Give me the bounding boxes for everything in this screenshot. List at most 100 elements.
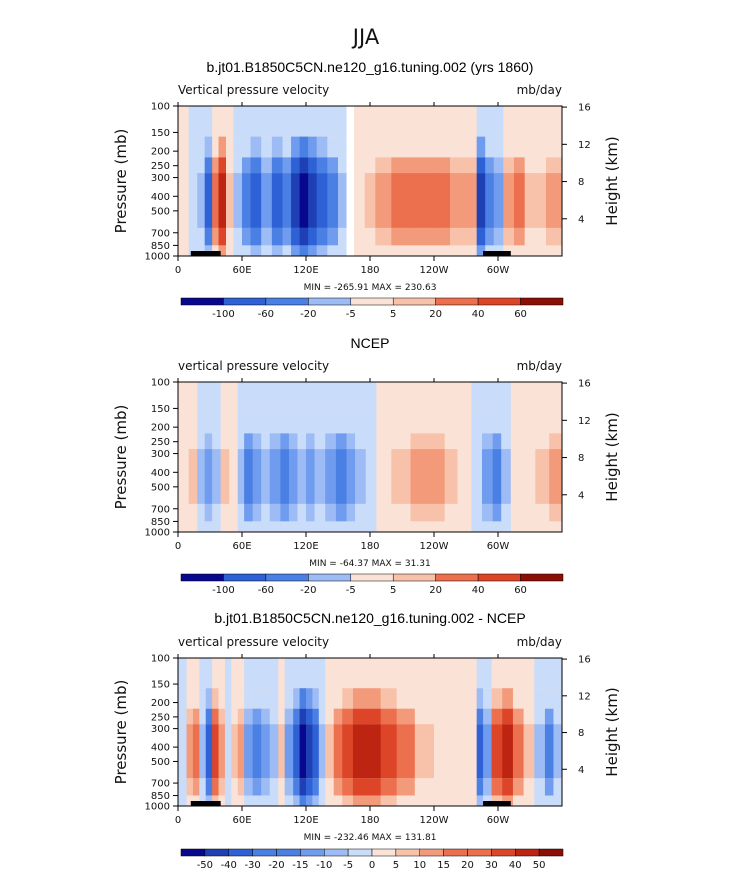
field-cell (444, 503, 459, 522)
field-cell (188, 449, 198, 504)
colorbar-label: 0 (369, 860, 375, 871)
field-cell (252, 433, 262, 450)
field-cell (306, 412, 316, 434)
field-cell (218, 173, 227, 228)
field-cell (299, 106, 309, 137)
field-cell (510, 412, 523, 434)
field-cell (212, 227, 220, 246)
field-cell (197, 382, 206, 413)
field-cell (535, 521, 550, 532)
field-cell (186, 658, 194, 689)
field-cell (308, 245, 318, 256)
field-cell (178, 106, 190, 137)
field-cell (199, 708, 207, 725)
field-cell (186, 688, 194, 709)
field-cell (261, 106, 273, 137)
field-cell (231, 724, 239, 779)
colorbar-swatch (180, 573, 224, 582)
field-cell (346, 433, 356, 450)
field-cell (342, 724, 354, 779)
y-tick-label: 200 (151, 423, 170, 434)
field-cell (186, 795, 194, 806)
field-cell (269, 724, 279, 779)
colorbar-label: 5 (390, 585, 396, 596)
field-cell (482, 412, 494, 434)
field-cell (284, 724, 294, 779)
field-cell (218, 658, 226, 689)
y-tick-label: 250 (151, 712, 170, 723)
field-cell (365, 658, 382, 689)
field-cell (199, 778, 207, 796)
field-cell (503, 136, 515, 158)
field-cell (476, 106, 486, 137)
y-tick-label: 1000 (145, 528, 170, 539)
field-cell (280, 382, 290, 413)
field-cell (365, 521, 377, 532)
field-cell (492, 449, 502, 504)
field-cell (534, 708, 546, 725)
field-cell (197, 503, 206, 522)
field-cell (523, 658, 535, 689)
field-cell (261, 688, 271, 709)
field-cell (205, 778, 213, 796)
colorbar-label: 60 (514, 585, 527, 596)
field-cell (355, 412, 367, 434)
colorbar-swatch (223, 297, 267, 306)
field-cell (523, 795, 535, 806)
min-max-label: MIN = -265.91 MAX = 230.63 (304, 283, 437, 293)
y-right-tick-label: 8 (578, 177, 584, 188)
field-cell (355, 382, 367, 413)
field-cell (218, 688, 226, 709)
field-cell (325, 708, 335, 725)
field-cell (553, 688, 562, 709)
field-cell (205, 708, 213, 725)
panel-title: b.jt01.B1850C5CN.ne120_g16.tuning.002 (y… (207, 59, 534, 75)
field-cell (434, 708, 454, 725)
field-label: vertical pressure velocity (178, 359, 329, 373)
field-cell (226, 227, 235, 246)
field-cell (269, 433, 281, 450)
field-cell (524, 173, 536, 228)
field-cell (354, 173, 366, 228)
field-cell (229, 382, 239, 413)
field-cell (178, 227, 190, 246)
field-cell (188, 136, 198, 158)
field-cell (186, 708, 194, 725)
field-cell (237, 724, 245, 779)
field-cell (218, 778, 226, 796)
field-cell (335, 382, 348, 413)
y-tick-label: 100 (151, 654, 170, 665)
field-cell (544, 658, 555, 689)
field-cell (521, 503, 536, 522)
field-cell (204, 157, 213, 174)
field-cell (471, 449, 483, 504)
field-cell (376, 382, 392, 413)
field-cell (269, 382, 281, 413)
field-cell (204, 412, 213, 434)
colorbar-label: -60 (258, 309, 274, 320)
panel-2: NCEP vertical pressure velocity mb/day 100 1… (112, 335, 621, 596)
field-cell (493, 136, 504, 158)
field-cell (346, 157, 355, 174)
y-tick-label: 200 (151, 698, 170, 709)
field-cell (204, 136, 213, 158)
field-cell (457, 382, 472, 413)
field-cell (514, 173, 526, 228)
field-cell (282, 245, 292, 256)
field-cell (288, 521, 299, 532)
field-cell (338, 106, 348, 137)
field-cell (463, 136, 478, 158)
field-cell (355, 433, 367, 450)
field-cell (297, 449, 307, 504)
field-cell (523, 778, 535, 796)
field-cell (412, 173, 435, 228)
field-cell (318, 778, 326, 796)
field-cell (261, 245, 273, 256)
y-tick-label: 1000 (145, 252, 170, 263)
y-tick-label: 300 (151, 449, 170, 460)
field-cell (291, 227, 301, 246)
field-cell (178, 157, 190, 174)
y-tick-label: 400 (151, 743, 170, 754)
colorbar-swatch (515, 848, 540, 857)
field-cell (535, 433, 550, 450)
